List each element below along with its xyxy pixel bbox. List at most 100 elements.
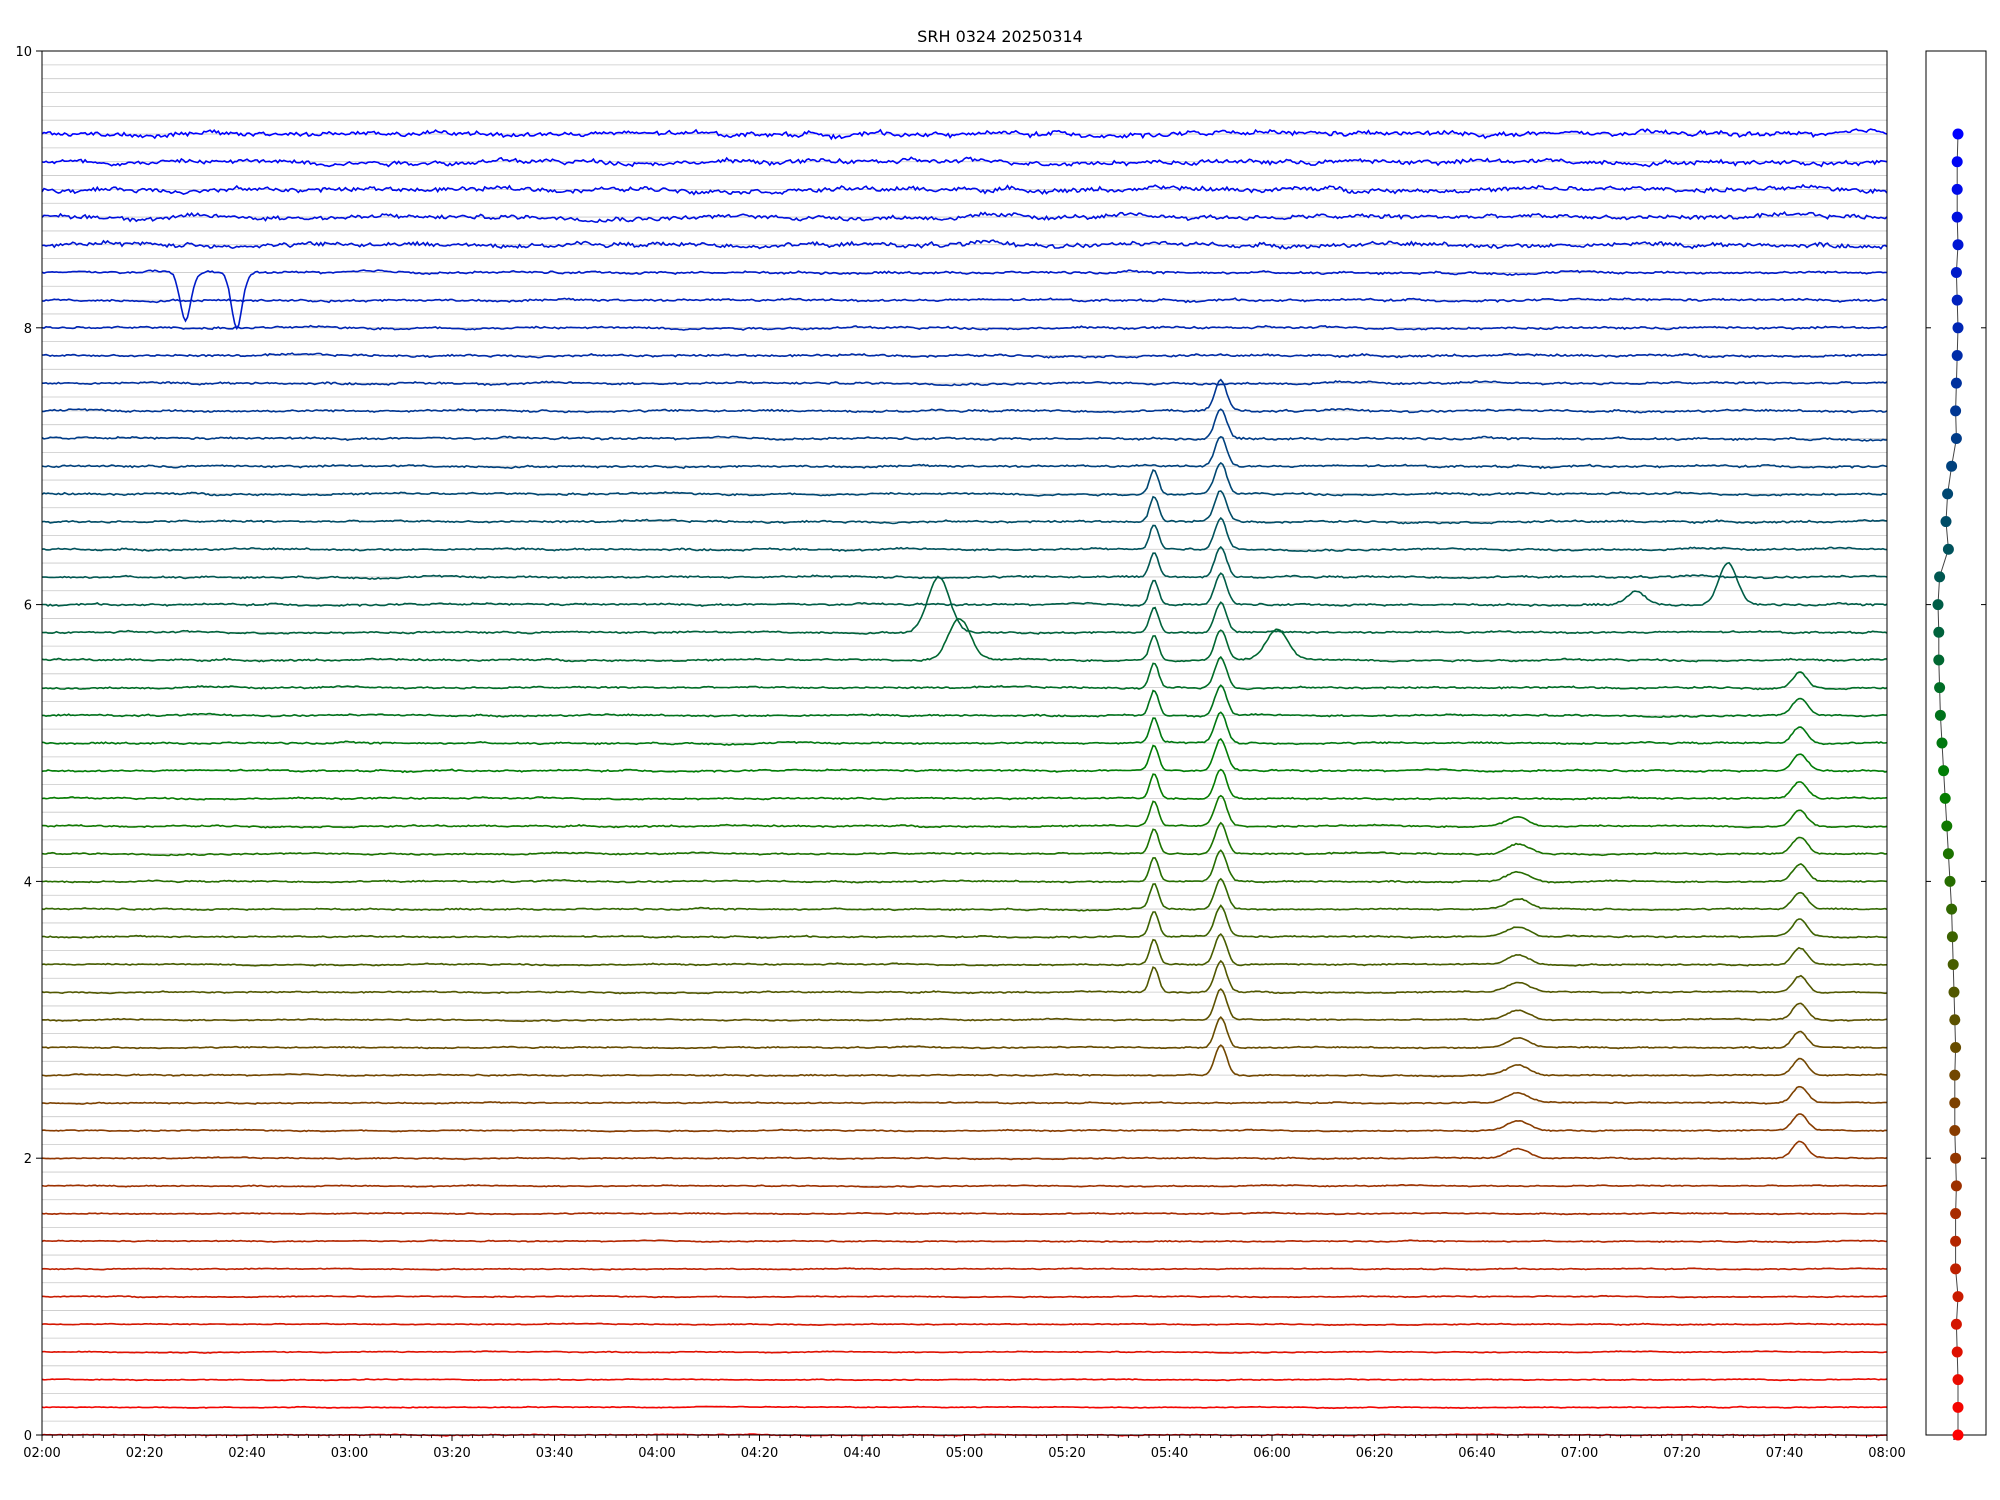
side-dot	[1950, 1208, 1962, 1220]
main-chart: 02:00 02:20 02:40 03:00 03:20 03:40 04:00 04:20…	[15, 27, 1905, 1461]
trace-channel	[41, 183, 1888, 196]
trace-channel	[41, 1267, 1888, 1271]
side-dot	[1947, 958, 1959, 970]
x-tick-label: 02:20	[126, 1446, 163, 1461]
trace-channel	[41, 1405, 1888, 1410]
side-dot	[1933, 654, 1945, 666]
trace-channel	[41, 575, 1888, 635]
trace-channel	[41, 1044, 1888, 1078]
trace-channel	[41, 1016, 1887, 1050]
x-tick-label: 05:20	[1048, 1446, 1085, 1461]
side-dot	[1950, 266, 1962, 278]
side-dot	[1949, 1069, 1961, 1081]
side-dot	[1951, 349, 1963, 361]
x-tick-label: 02:00	[23, 1446, 60, 1461]
side-dot	[1942, 848, 1954, 860]
side-dot	[1952, 1429, 1964, 1441]
trace-channel	[41, 1239, 1888, 1244]
x-tick-label: 06:40	[1458, 1446, 1495, 1461]
trace-channel	[41, 297, 1888, 304]
side-dot	[1946, 903, 1958, 915]
side-dot	[1936, 737, 1948, 749]
x-tick-label: 06:00	[1253, 1446, 1290, 1461]
side-dot	[1948, 986, 1960, 998]
side-dot	[1951, 183, 1963, 195]
side-dot	[1950, 1152, 1962, 1164]
trace-channel	[41, 461, 1888, 497]
x-tick-label: 07:40	[1766, 1446, 1803, 1461]
side-dot	[1932, 599, 1944, 611]
x-tick-label: 05:00	[946, 1446, 983, 1461]
trace-channel	[41, 210, 1888, 223]
trace-channel	[41, 516, 1888, 553]
trace-channel	[41, 156, 1888, 168]
trace-channel	[41, 269, 1888, 331]
side-dot	[1952, 128, 1964, 140]
trace-channel	[41, 1322, 1888, 1327]
side-dot	[1942, 543, 1954, 555]
x-tick-label: 04:40	[843, 1446, 880, 1461]
side-dot	[1952, 1401, 1964, 1413]
side-dot	[1951, 156, 1963, 168]
trace-channel	[41, 904, 1888, 940]
traces-layer	[41, 128, 1888, 1437]
side-dot	[1946, 460, 1958, 472]
side-dot	[1946, 931, 1958, 943]
x-tick-label: 03:20	[433, 1446, 470, 1461]
x-tick-label: 03:00	[331, 1446, 368, 1461]
trace-channel	[41, 435, 1888, 470]
side-dot	[1950, 1041, 1962, 1053]
trace-channel	[41, 1113, 1888, 1133]
x-tick-label: 07:20	[1663, 1446, 1700, 1461]
trace-channel	[41, 821, 1888, 857]
side-panel-dots	[1932, 128, 1964, 1441]
side-dot	[1934, 709, 1946, 721]
x-tick-label: 06:20	[1356, 1446, 1393, 1461]
side-dot	[1950, 377, 1962, 389]
side-dot	[1950, 1235, 1962, 1247]
trace-channel	[41, 959, 1888, 995]
trace-channel	[41, 877, 1888, 912]
trace-channel	[41, 239, 1888, 250]
trace-channel	[42, 684, 1888, 718]
y-tick-label: 2	[24, 1152, 32, 1167]
y-tick-label: 10	[15, 45, 32, 60]
trace-channel	[41, 490, 1888, 525]
trace-channel	[41, 711, 1888, 746]
side-dot	[1952, 322, 1964, 334]
side-dot	[1941, 820, 1953, 832]
side-dot	[1949, 1014, 1961, 1026]
side-dot	[1950, 1263, 1962, 1275]
y-tick-label: 4	[24, 875, 32, 890]
x-tick-label: 05:40	[1151, 1446, 1188, 1461]
trace-channel	[41, 1140, 1888, 1161]
trace-channel	[42, 794, 1888, 829]
trace-channel	[41, 932, 1887, 967]
side-dot	[1950, 405, 1962, 417]
side-dot	[1952, 1291, 1964, 1303]
side-dot	[1951, 1346, 1963, 1358]
trace-channel	[41, 988, 1888, 1023]
side-dot	[1934, 571, 1946, 583]
trace-channel	[41, 768, 1888, 801]
trace-channel	[42, 655, 1888, 691]
trace-channel	[41, 849, 1888, 884]
y-tick-label: 0	[24, 1429, 32, 1444]
side-dot	[1934, 682, 1946, 694]
chart-title: SRH 0324 20250314	[917, 27, 1083, 46]
trace-channel	[41, 617, 1887, 663]
x-tick-label: 03:40	[536, 1446, 573, 1461]
y-tick-label: 8	[24, 322, 32, 337]
y-tick-label: 6	[24, 599, 32, 614]
trace-channel	[42, 545, 1888, 580]
side-dot	[1940, 516, 1952, 528]
trace-channel	[41, 352, 1888, 359]
side-dot	[1951, 211, 1963, 223]
side-ticks	[1926, 50, 1986, 1440]
side-dot	[1942, 488, 1954, 500]
x-tick-label: 02:40	[228, 1446, 265, 1461]
x-tick-label: 04:20	[741, 1446, 778, 1461]
trace-channel	[41, 1294, 1888, 1299]
trace-channel	[41, 737, 1888, 774]
